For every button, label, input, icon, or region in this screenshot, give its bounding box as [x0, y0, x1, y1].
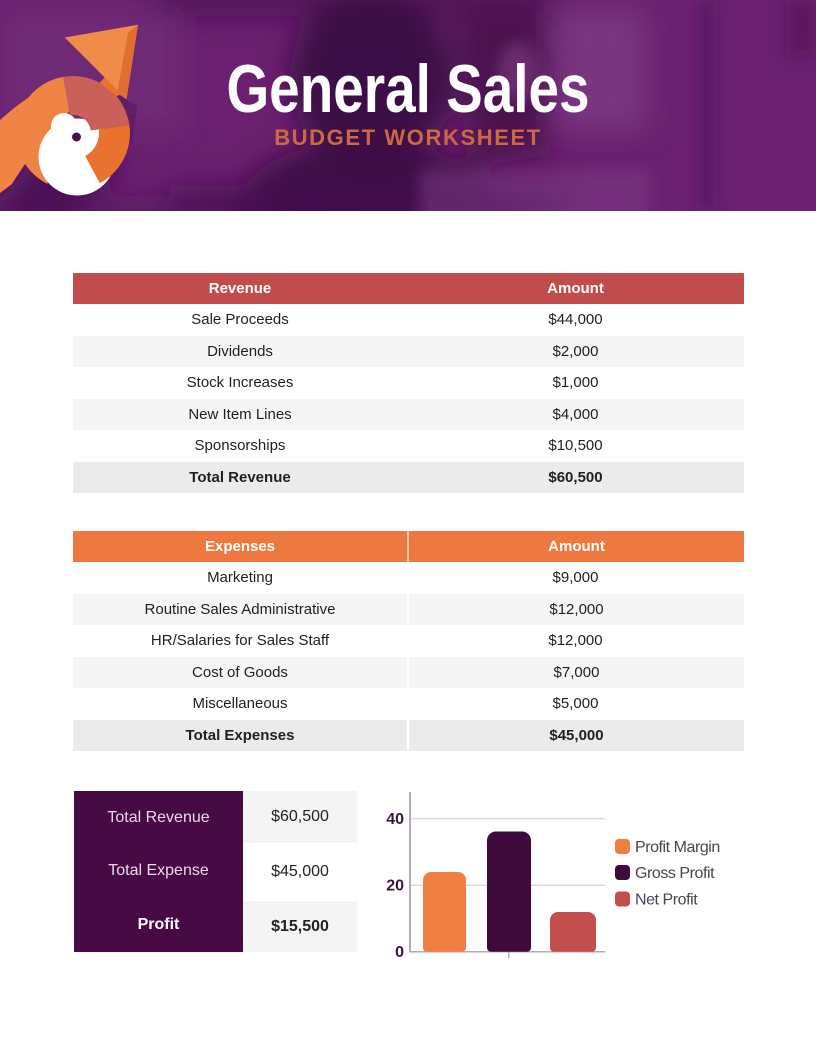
svg-text:0: 0: [395, 944, 404, 961]
svg-text:40: 40: [386, 811, 404, 828]
svg-text:20: 20: [386, 878, 404, 895]
svg-text:Net Profit: Net Profit: [635, 892, 698, 909]
svg-text:Profit Margin: Profit Margin: [635, 839, 720, 856]
svg-text:Gross Profit: Gross Profit: [635, 865, 715, 882]
